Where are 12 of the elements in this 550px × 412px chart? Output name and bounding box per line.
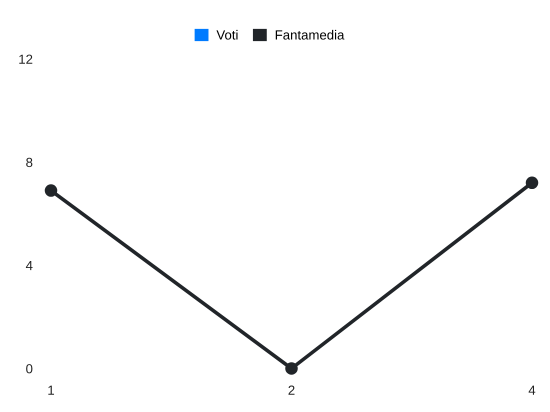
point [44, 184, 58, 197]
point [526, 176, 538, 190]
y-tick-label: 8 [26, 158, 32, 168]
x-tick-label: 2 [288, 386, 295, 395]
legend-label: Voti [216, 30, 238, 40]
point [285, 362, 298, 375]
x-tick-label: 4 [528, 386, 536, 395]
legend-label: Fantamedia [276, 30, 344, 40]
y-tick-label: 0 [26, 364, 32, 374]
y-tick-label: 12 [19, 54, 32, 64]
y-tick-label: 4 [26, 261, 33, 270]
x-tick-label: 1 [48, 386, 54, 395]
